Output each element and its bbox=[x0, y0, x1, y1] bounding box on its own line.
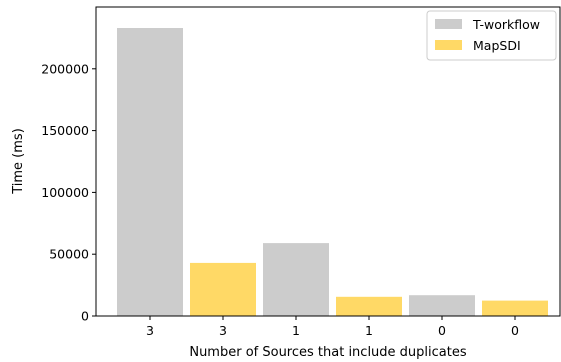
bar-mapsdi-6 bbox=[482, 300, 548, 316]
bars-group bbox=[117, 28, 548, 316]
x-tick-label-3: 1 bbox=[292, 323, 300, 338]
y-tick-label-1: 0 bbox=[81, 309, 89, 324]
x-tick-label-2: 3 bbox=[219, 323, 227, 338]
x-tick-label-4: 1 bbox=[365, 323, 373, 338]
bar-mapsdi-2 bbox=[190, 262, 256, 316]
legend-swatch-t-workflow bbox=[435, 19, 462, 29]
y-tick-label-5: 200000 bbox=[41, 61, 89, 76]
plot-frame bbox=[95, 6, 561, 317]
legend: T-workflow MapSDI bbox=[426, 10, 557, 61]
x-axis-label: Number of Sources that include duplicate… bbox=[189, 345, 467, 360]
bar-t-workflow-5 bbox=[409, 295, 475, 316]
y-tick-label-3: 100000 bbox=[41, 185, 89, 200]
x-tick-label-1: 3 bbox=[146, 323, 154, 338]
bar-t-workflow-3 bbox=[263, 243, 329, 316]
x-axis-ticks: 3 3 1 1 0 0 bbox=[146, 316, 519, 338]
legend-label-t-workflow: T-workflow bbox=[472, 17, 540, 32]
y-tick-label-2: 50000 bbox=[49, 247, 89, 262]
bar-mapsdi-4 bbox=[336, 296, 402, 316]
x-tick-label-5: 0 bbox=[438, 323, 446, 338]
y-axis-ticks: 0 50000 100000 150000 200000 bbox=[41, 61, 96, 324]
legend-label-mapsdi: MapSDI bbox=[473, 38, 521, 53]
legend-swatch-mapsdi bbox=[435, 40, 462, 50]
y-axis-label: Time (ms) bbox=[11, 128, 26, 195]
bar-t-workflow-1 bbox=[117, 28, 183, 316]
x-tick-label-6: 0 bbox=[511, 323, 519, 338]
y-tick-label-4: 150000 bbox=[41, 123, 89, 138]
